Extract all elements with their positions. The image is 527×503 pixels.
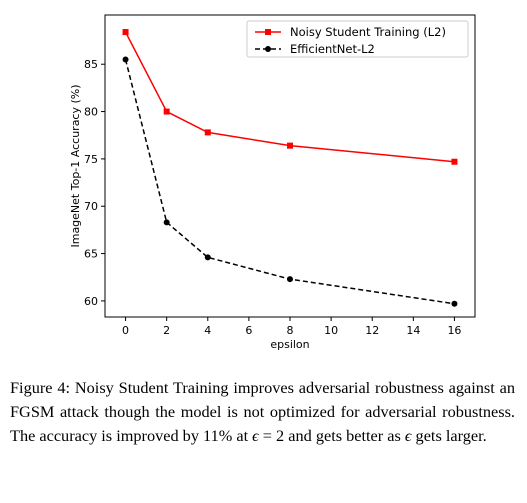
noisy-student-legend-marker <box>265 29 271 35</box>
efficientnet-data-point <box>163 219 170 226</box>
noisy-student-data-point <box>122 29 129 36</box>
x-tick-label: 0 <box>122 324 129 337</box>
y-tick-label: 65 <box>84 248 98 261</box>
efficientnet-legend-marker <box>265 46 271 52</box>
x-tick-label: 6 <box>245 324 252 337</box>
x-tick-label: 10 <box>324 324 338 337</box>
legend-box <box>246 20 469 58</box>
epsilon-symbol: ϵ <box>252 426 259 445</box>
noisy-student-legend-label: Noisy Student Training (L2) <box>290 25 446 39</box>
figure-caption: Figure 4: Noisy Student Training improve… <box>10 376 515 448</box>
caption-label: Figure 4: <box>10 378 71 397</box>
efficientnet-legend-label: EfficientNet-L2 <box>290 42 375 56</box>
y-axis-label: ImageNet Top-1 Accuracy (%) <box>69 84 82 247</box>
efficientnet-data-point <box>451 300 458 307</box>
x-tick-label: 2 <box>163 324 170 337</box>
y-tick-label: 75 <box>84 153 98 166</box>
efficientnet-series-line <box>124 59 455 305</box>
noisy-student-data-point <box>204 129 211 136</box>
y-tick-label: 85 <box>84 58 98 71</box>
noisy-student-data-point <box>287 142 293 149</box>
y-tick-label: 70 <box>84 200 98 213</box>
legend: Noisy Student Training (L2) EfficientNet-… <box>246 20 469 58</box>
caption-text-middle: = 2 and gets better as <box>258 426 405 445</box>
y-tick-label: 80 <box>84 106 98 119</box>
noisy-student-data-point <box>163 108 170 115</box>
accuracy-vs-epsilon-chart: 0 2 4 6 8 10 12 14 16 60 65 70 75 80 85 epsilon Image… <box>69 14 476 351</box>
x-tick-label: 4 <box>204 324 211 337</box>
x-tick-label: 12 <box>365 324 379 337</box>
y-tick-label: 60 <box>84 295 98 308</box>
x-axis-label: epsilon <box>270 338 309 351</box>
caption-text-before: Noisy Student Training improves adversar… <box>10 378 516 445</box>
epsilon-symbol: ϵ <box>404 426 412 445</box>
x-tick-label: 14 <box>406 324 420 337</box>
x-tick-label: 8 <box>287 324 294 337</box>
x-axis: 0 2 4 6 8 10 12 14 16 <box>122 317 461 337</box>
efficientnet-data-point <box>287 276 293 283</box>
efficientnet-data-point <box>122 56 129 63</box>
caption-text-after: gets larger. <box>411 426 487 445</box>
efficientnet-data-point <box>204 254 211 261</box>
plot-area <box>104 14 476 318</box>
series-layer <box>122 29 458 307</box>
x-tick-label: 16 <box>447 324 461 337</box>
y-axis: 60 65 70 75 80 85 <box>84 58 105 308</box>
noisy-student-data-point <box>451 158 458 165</box>
